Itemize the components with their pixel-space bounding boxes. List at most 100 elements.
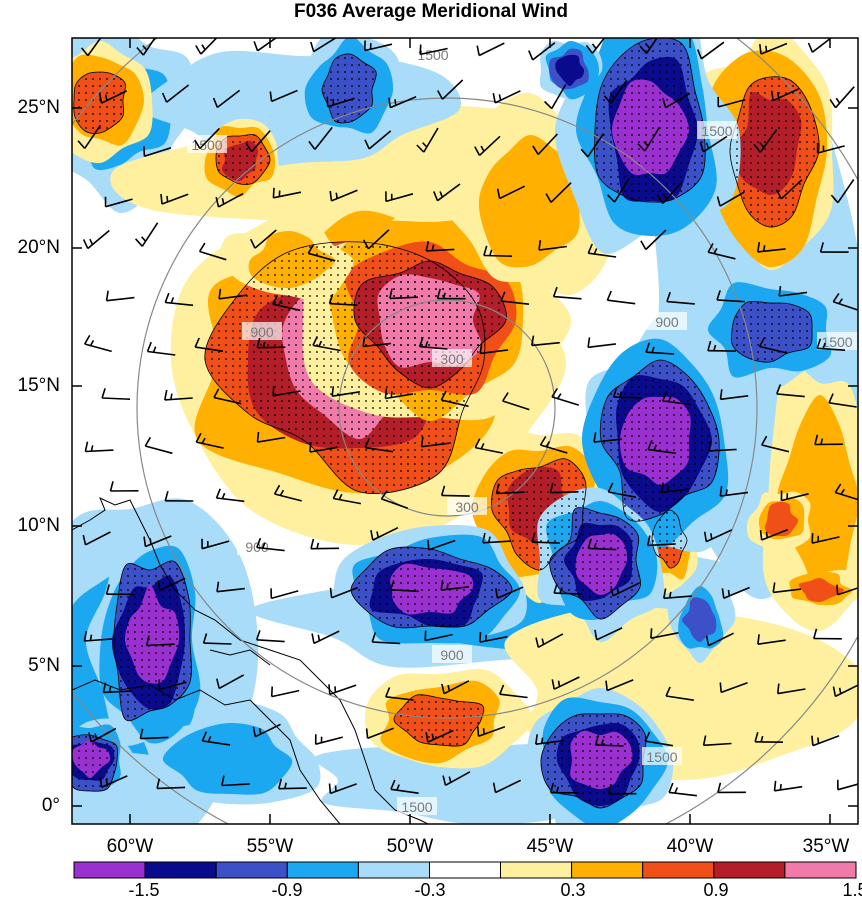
wind-barb <box>608 491 637 498</box>
wind-barb <box>499 185 526 200</box>
wind-barb <box>613 396 642 399</box>
wind-barb <box>166 84 190 103</box>
wind-barb-flag <box>364 438 370 449</box>
wind-region-120 <box>682 597 717 643</box>
wind-barb <box>475 446 503 454</box>
ring-label-bg <box>242 322 282 340</box>
wind-barb-flag <box>422 142 428 148</box>
wind-barb <box>144 146 172 158</box>
wind-barb <box>216 89 241 109</box>
wind-barb <box>331 586 358 599</box>
wind-barb-flag <box>553 583 558 594</box>
wind-barb-flag <box>370 530 374 541</box>
wind-barb <box>257 346 286 349</box>
wind-barb <box>213 396 242 405</box>
wind-barb <box>478 726 506 737</box>
wind-barb-flag <box>816 338 822 349</box>
wind-barb <box>761 444 790 453</box>
wind-barb-flag <box>390 391 393 398</box>
wind-barb <box>607 299 636 305</box>
wind-barb-flag <box>77 140 86 149</box>
wind-barb <box>837 783 858 791</box>
wind-barb-flag <box>605 680 608 691</box>
wind-barb <box>313 38 338 53</box>
wind-barb <box>385 393 414 400</box>
ring-label-bg <box>447 497 487 515</box>
wind-barb-flag <box>442 775 447 786</box>
wind-barb-flag <box>94 733 98 740</box>
wind-barb-flag <box>757 634 760 645</box>
stipple-area-42 <box>73 71 126 134</box>
wind-barb <box>759 345 788 354</box>
wind-barb-flag <box>201 731 208 742</box>
wind-barb <box>663 595 692 600</box>
wind-barb <box>390 589 419 593</box>
wind-barb-flag <box>135 238 143 247</box>
wind-barb-flag <box>201 437 206 444</box>
wind-barb-flag <box>249 238 256 249</box>
wind-barb-flag <box>705 635 710 646</box>
wind-barb-flag <box>713 248 718 254</box>
wind-barb-flag <box>142 45 148 51</box>
wind-barb <box>647 448 676 454</box>
wind-barb-flag <box>448 776 452 783</box>
wind-barb-flag <box>807 42 814 53</box>
wind-barb <box>428 539 456 551</box>
wind-barb <box>161 193 189 205</box>
range-ring-label: 900 <box>440 647 464 663</box>
wind-barb-flag <box>551 387 558 398</box>
colorbar-swatch-4 <box>357 861 430 879</box>
ring-label-bg <box>432 349 472 367</box>
colorbar-label-pos1-5: 1.5 <box>842 880 862 900</box>
wind-barb <box>329 684 357 696</box>
colorbar-swatch-5 <box>429 861 502 879</box>
wind-barb <box>478 135 501 156</box>
wind-barb <box>216 497 245 503</box>
ring-label-bg <box>647 312 687 330</box>
wind-barb-flag <box>528 50 534 61</box>
wind-barb <box>535 739 564 745</box>
wind-barb-flag <box>666 291 671 302</box>
colorbar-label-neg0-9: -0.9 <box>271 880 303 900</box>
wind-barb-flag <box>607 783 612 795</box>
wind-barb <box>199 250 227 261</box>
wind-barb <box>550 491 579 494</box>
lon-label-35w: 35°W <box>802 836 850 857</box>
stipple-area-73 <box>599 359 720 522</box>
colorbar-swatch-6 <box>500 861 573 879</box>
colorbar-label-neg1-5: -1.5 <box>128 880 160 900</box>
wind-barb <box>812 735 840 747</box>
wind-barb <box>588 547 617 551</box>
wind-region-14 <box>162 722 293 795</box>
wind-barb-flag <box>502 392 509 402</box>
wind-barb <box>200 38 218 55</box>
wind-barb <box>105 198 133 208</box>
wind-barb <box>817 145 845 154</box>
wind-barb-flag <box>105 584 110 595</box>
wind-barb <box>773 588 802 594</box>
wind-barb-flag <box>727 589 731 597</box>
wind-barb-flag <box>656 194 664 205</box>
wind-barb-flag <box>84 441 89 452</box>
wind-barb-flag <box>539 436 547 446</box>
wind-barb <box>365 446 394 453</box>
wind-barb-flag <box>328 684 331 695</box>
wind-barb-flag <box>416 144 425 153</box>
wind-region-117 <box>555 54 585 87</box>
wind-barb-flag <box>500 291 506 302</box>
wind-barb-flag <box>716 290 721 301</box>
wind-barb-flag <box>442 292 446 299</box>
range-ring-label: 900 <box>655 314 679 330</box>
wind-barb <box>479 635 508 643</box>
wind-barb-flag <box>531 532 536 543</box>
wind-barb-flag <box>440 390 447 401</box>
ring-label-bg <box>432 645 472 663</box>
wind-barb-flag <box>328 293 334 304</box>
wind-barb-flag <box>587 538 592 549</box>
wind-barb <box>272 303 301 312</box>
wind-barb-flag <box>668 591 672 598</box>
ring-label-bg <box>642 747 682 765</box>
wind-barb-flag <box>696 49 703 60</box>
wind-barb-flag <box>637 143 646 152</box>
colorbar-swatch-3 <box>286 861 359 879</box>
